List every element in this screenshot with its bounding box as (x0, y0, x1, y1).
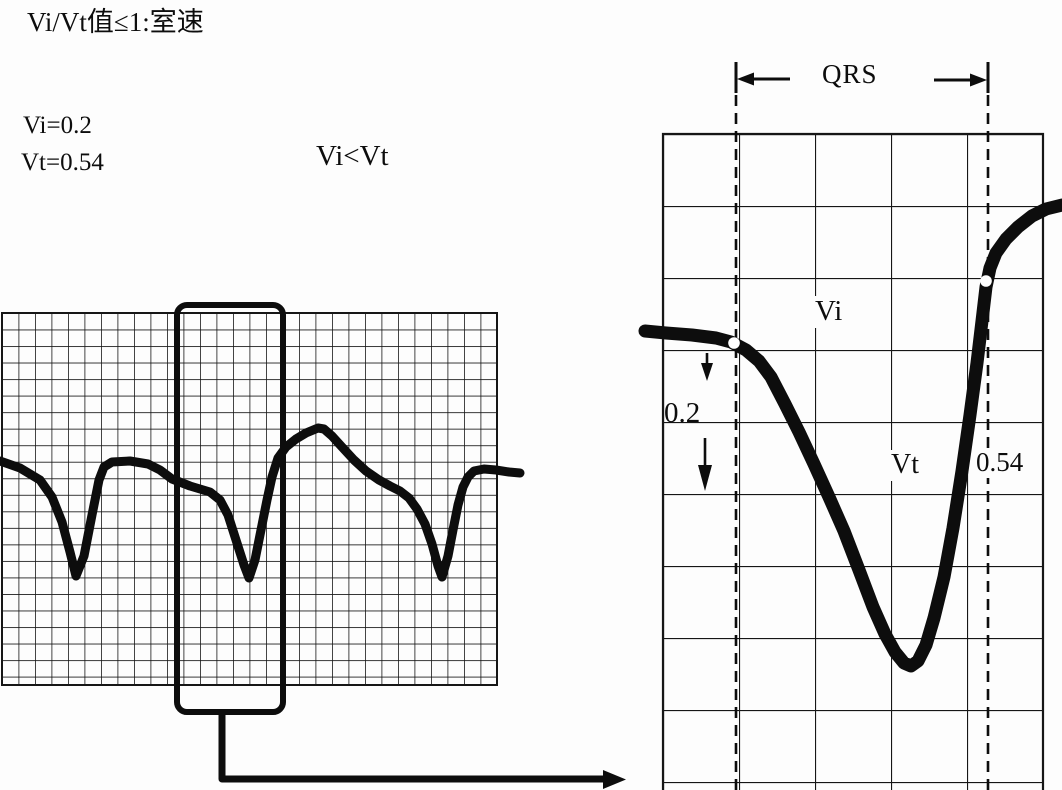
vt-value-label: 0.54 (973, 447, 1027, 478)
ecg-grid-border (1, 312, 498, 686)
vi-value-label: 0.2 (664, 397, 701, 429)
vi-measure-arrow-top-icon (701, 363, 713, 381)
qrs-left-arrow-icon (737, 72, 754, 86)
qrs-onset-circle (728, 337, 740, 349)
qrs-detail-panel (638, 62, 1062, 790)
qrs-offset-circle (980, 275, 992, 287)
ecg-strip-panel (0, 302, 626, 789)
vi-label: Vi (812, 295, 846, 328)
vi-equation-text: Vi=0.2 (23, 112, 92, 139)
vt-label: Vt (888, 449, 922, 481)
vt-equation-text: Vt=0.54 (21, 149, 104, 176)
vi-measure-arrow-bottom-icon (698, 465, 712, 491)
qrs-grid-border (661, 132, 1045, 790)
qrs-right-arrow-icon (970, 73, 987, 87)
qrs-label: QRS (822, 59, 878, 89)
highlight-box (174, 302, 286, 715)
connector-arrowhead-icon (603, 770, 626, 789)
title-text: Vi/Vt值≤1:室速 (27, 7, 204, 37)
comparison-text: Vi<Vt (316, 140, 389, 172)
connector-line (218, 711, 606, 783)
qrs-trace (638, 198, 1062, 673)
ecg-grid (2, 313, 497, 685)
